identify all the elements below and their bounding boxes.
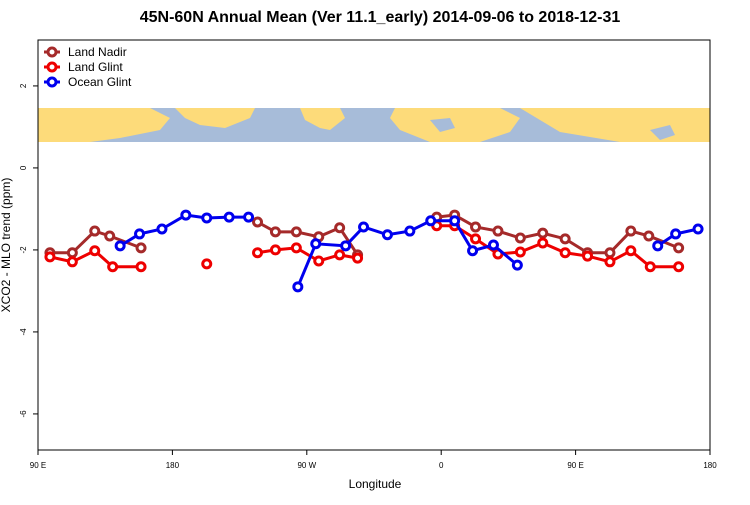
- y-tick-label: 0: [19, 165, 28, 170]
- data-point: [582, 250, 594, 262]
- x-tick-label: 0: [439, 461, 444, 470]
- x-tick-label: 90 E: [30, 461, 46, 470]
- y-tick-label: -2: [19, 246, 28, 254]
- data-point: [537, 227, 549, 239]
- legend-marker: [46, 61, 58, 73]
- x-tick-label: 90 E: [567, 461, 583, 470]
- data-point: [114, 240, 126, 252]
- data-point: [381, 229, 393, 241]
- data-point: [252, 216, 264, 228]
- y-tick-label: -4: [19, 328, 28, 336]
- y-tick-label: 2: [19, 83, 28, 88]
- data-point: [511, 259, 523, 271]
- data-point: [644, 261, 656, 273]
- data-point: [604, 256, 616, 268]
- data-point: [223, 211, 235, 223]
- data-point: [559, 247, 571, 259]
- x-tick-label: 180: [166, 461, 180, 470]
- data-point: [670, 228, 682, 240]
- data-point: [252, 247, 264, 259]
- data-point: [201, 212, 213, 224]
- data-point: [66, 256, 78, 268]
- data-point: [292, 281, 304, 293]
- data-point: [135, 261, 147, 273]
- data-point: [243, 211, 255, 223]
- legend-marker: [46, 76, 58, 88]
- data-point: [66, 247, 78, 259]
- y-tick-label: -6: [19, 410, 28, 418]
- legend-marker: [46, 46, 58, 58]
- plot-frame: [37, 39, 711, 451]
- data-point: [514, 232, 526, 244]
- data-point: [89, 225, 101, 237]
- x-tick-label: 180: [703, 461, 717, 470]
- legend-label: Ocean Glint: [68, 75, 132, 89]
- data-point: [290, 242, 302, 254]
- data-point: [313, 255, 325, 267]
- data-point: [537, 237, 549, 249]
- data-point: [180, 209, 192, 221]
- data-point: [44, 251, 56, 263]
- data-point: [449, 215, 461, 227]
- data-point: [89, 245, 101, 257]
- data-point: [625, 245, 637, 257]
- data-point: [134, 228, 146, 240]
- x-tick-label: 90 W: [297, 461, 316, 470]
- data-point: [107, 261, 119, 273]
- legend-label: Land Nadir: [68, 45, 127, 59]
- data-point: [643, 230, 655, 242]
- data-point: [425, 215, 437, 227]
- data-point: [404, 225, 416, 237]
- data-point: [269, 226, 281, 238]
- x-axis-label: Longitude: [349, 477, 402, 491]
- data-point: [470, 221, 482, 233]
- data-point: [201, 258, 213, 270]
- legend-label: Land Glint: [68, 60, 123, 74]
- y-axis-label: XCO2 - MLO trend (ppm): [0, 178, 13, 313]
- data-point: [673, 261, 685, 273]
- map-band: [38, 108, 710, 142]
- data-point: [290, 226, 302, 238]
- data-point: [310, 238, 322, 250]
- data-point: [492, 225, 504, 237]
- data-point: [352, 252, 364, 264]
- chart-title: 45N-60N Annual Mean (Ver 11.1_early) 201…: [140, 9, 621, 26]
- data-point: [559, 233, 571, 245]
- data-point: [470, 233, 482, 245]
- data-point: [156, 223, 168, 235]
- data-point: [625, 225, 637, 237]
- data-point: [604, 247, 616, 259]
- data-point: [652, 240, 664, 252]
- data-point: [104, 230, 116, 242]
- data-point: [334, 222, 346, 234]
- data-point: [358, 221, 370, 233]
- data-point: [269, 244, 281, 256]
- data-point: [673, 242, 685, 254]
- data-point: [334, 249, 346, 261]
- data-point: [340, 240, 352, 252]
- data-point: [135, 242, 147, 254]
- data-point: [467, 245, 479, 257]
- data-point: [692, 223, 704, 235]
- data-point: [514, 246, 526, 258]
- data-point: [487, 239, 499, 251]
